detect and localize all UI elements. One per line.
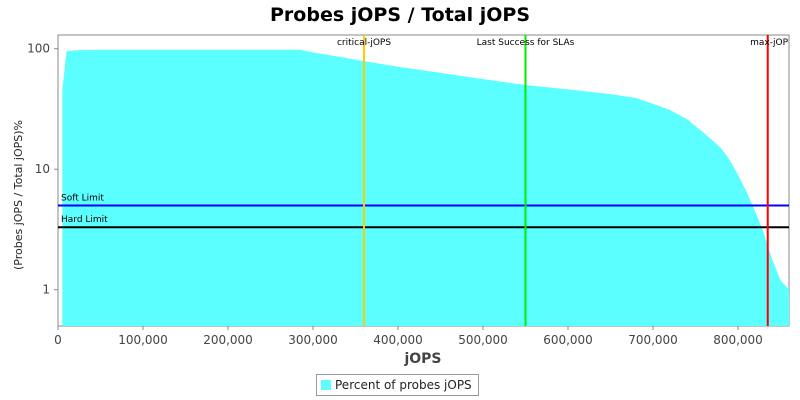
y-tick-label: 100 (27, 42, 50, 56)
x-tick-label: 800,000 (713, 333, 763, 347)
marker-label: critical-jOPS (337, 38, 391, 48)
limit-label: Hard Limit (61, 215, 108, 225)
x-tick-label: 200,000 (203, 333, 253, 347)
y-tick-label: 10 (35, 162, 50, 176)
x-tick-label: 400,000 (373, 333, 423, 347)
plot-area: Soft Limit Hard Limit critical-jOPS Last Su… (58, 35, 789, 326)
x-tick-label: 100,000 (118, 333, 168, 347)
legend: Percent of probes jOPS (316, 374, 479, 396)
x-tick-label: 700,000 (628, 333, 678, 347)
series-area (62, 49, 789, 326)
axes: 0 100,000 200,000 300,000 400,000 500,000 600,… (27, 42, 763, 347)
x-tick-label: 600,000 (543, 333, 593, 347)
x-tick-label: 500,000 (458, 333, 508, 347)
x-axis-title: jOPS (403, 351, 441, 367)
chart-title: Probes jOPS / Total jOPS (270, 4, 530, 26)
marker-label: Last Success for SLAs (477, 38, 575, 48)
limit-label: Soft Limit (61, 194, 104, 204)
y-tick-label: 1 (42, 283, 50, 297)
y-axis-title: (Probes jOPS / Total jOPS)% (12, 120, 25, 270)
legend-swatch (321, 380, 331, 390)
legend-label: Percent of probes jOPS (335, 378, 472, 392)
x-tick-label: 300,000 (288, 333, 338, 347)
marker-label: max-jOP (750, 38, 788, 48)
x-tick-label: 0 (54, 333, 62, 347)
